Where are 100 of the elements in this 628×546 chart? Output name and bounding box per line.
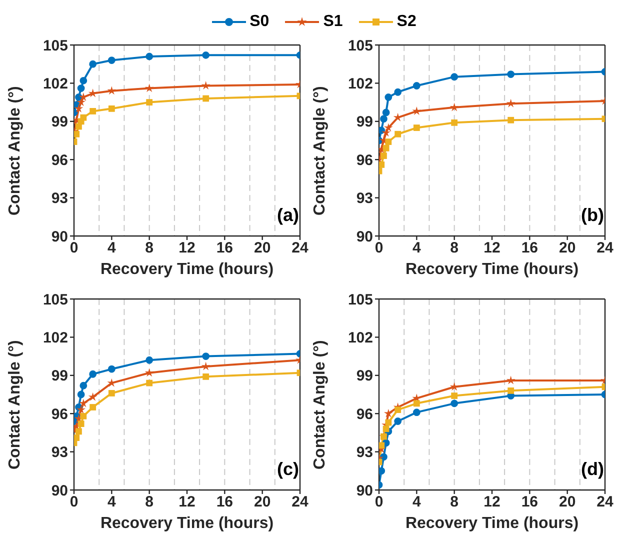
x-tick-label: 12 [178, 494, 196, 511]
point [201, 362, 210, 370]
point [450, 400, 458, 408]
y-tick-label: 90 [51, 228, 68, 246]
point [78, 398, 88, 408]
y-axis-title: Contact Angle (°) [6, 86, 24, 216]
y-tick-label: 90 [356, 228, 373, 246]
point [146, 380, 153, 386]
point [201, 81, 210, 90]
x-tick-label: 8 [145, 494, 154, 511]
point [385, 419, 392, 426]
point [88, 88, 98, 98]
point [384, 123, 393, 132]
point [89, 60, 97, 68]
x-tick-label: 0 [70, 494, 78, 511]
y-tick-label: 105 [42, 291, 68, 308]
point [380, 453, 388, 461]
point [144, 84, 154, 92]
y-tick-label: 96 [51, 152, 68, 169]
point [202, 373, 210, 380]
x-tick-label: 8 [450, 240, 459, 257]
point [508, 387, 514, 394]
point [77, 84, 85, 92]
annotation: (c) [277, 459, 299, 480]
x-tick-label: 4 [107, 494, 116, 511]
point [379, 442, 385, 449]
point [202, 51, 210, 59]
x-tick-label: 16 [216, 240, 234, 257]
y-tick-label: 105 [42, 37, 68, 54]
point [379, 126, 386, 134]
point [77, 390, 85, 398]
point [450, 102, 459, 112]
y-tick-label: 90 [356, 482, 373, 500]
point [76, 428, 82, 435]
legend-label: S0 [250, 13, 270, 31]
point [384, 94, 392, 101]
point [108, 390, 115, 396]
x-tick-label: 24 [596, 240, 614, 257]
x-tick-label: 12 [484, 240, 500, 257]
point [451, 119, 458, 126]
legend-label: S1 [323, 13, 343, 31]
x-tick-label: 4 [412, 494, 422, 511]
point [412, 106, 422, 116]
y-tick-label: 93 [356, 190, 373, 208]
point [385, 138, 392, 145]
point [382, 426, 390, 432]
y-tick-label: 99 [356, 368, 373, 385]
x-tick-label: 4 [107, 240, 116, 257]
x-tick-label: 16 [521, 240, 538, 257]
x-tick-label: 8 [145, 240, 154, 257]
point [74, 434, 80, 441]
point [74, 130, 80, 138]
point [80, 76, 88, 84]
x-axis-title: Recovery Time (hours) [100, 515, 274, 532]
x-tick-label: 12 [178, 240, 196, 257]
point [451, 392, 458, 399]
y-axis-title: Contact Angle (°) [312, 86, 329, 216]
point [108, 365, 116, 373]
y-tick-label: 99 [51, 114, 68, 131]
y-tick-label: 102 [348, 330, 373, 347]
point [80, 412, 87, 420]
x-tick-label: 20 [254, 494, 271, 511]
x-tick-label: 8 [450, 494, 459, 511]
y-axis-title: Contact Angle (°) [312, 340, 329, 470]
y-tick-label: 102 [42, 330, 68, 347]
y-tick-label: 96 [356, 406, 373, 423]
point [146, 356, 154, 364]
point [382, 128, 391, 137]
point [394, 406, 402, 413]
y-tick-label: 96 [51, 406, 68, 423]
point [74, 104, 84, 112]
y-tick-label: 93 [356, 444, 373, 462]
x-axis-title: Recovery Time (hours) [100, 261, 274, 278]
point [508, 116, 514, 124]
x-tick-label: 24 [292, 240, 309, 257]
point [144, 368, 154, 377]
x-tick-label: 24 [596, 494, 614, 511]
y-tick-label: 99 [51, 368, 68, 385]
point [394, 88, 402, 96]
point [89, 370, 97, 378]
point [146, 99, 153, 106]
annotation: (b) [581, 205, 604, 226]
point [76, 405, 86, 414]
y-tick-label: 105 [348, 37, 373, 54]
point [382, 108, 390, 116]
legend-label: S2 [396, 13, 416, 31]
x-tick-label: 0 [374, 240, 384, 257]
point [80, 382, 88, 390]
x-tick-label: 4 [412, 240, 422, 257]
y-tick-label: 99 [356, 114, 373, 131]
point [382, 144, 390, 152]
y-tick-label: 93 [51, 190, 68, 208]
x-tick-label: 20 [254, 240, 271, 257]
point [76, 98, 86, 106]
point [202, 352, 210, 360]
point [108, 56, 116, 64]
x-tick-label: 20 [558, 494, 576, 511]
point [413, 124, 420, 131]
point [412, 82, 420, 90]
y-tick-label: 102 [348, 76, 373, 93]
